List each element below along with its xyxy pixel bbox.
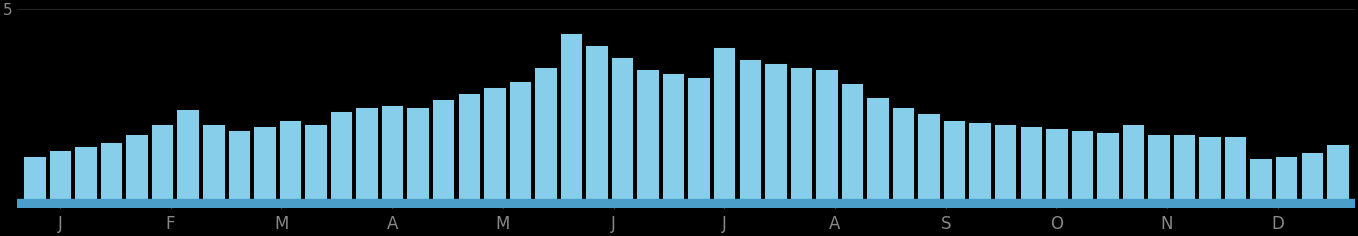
Bar bbox=[1122, 124, 1145, 208]
Bar bbox=[228, 131, 250, 208]
Bar bbox=[23, 156, 46, 208]
Bar bbox=[765, 63, 786, 208]
Bar bbox=[75, 146, 96, 208]
Bar bbox=[202, 124, 224, 208]
Bar bbox=[815, 69, 838, 208]
Bar bbox=[866, 97, 888, 208]
Bar bbox=[1070, 131, 1093, 208]
Bar bbox=[789, 67, 812, 208]
Bar bbox=[432, 99, 455, 208]
Bar bbox=[1148, 135, 1169, 208]
Bar bbox=[1275, 156, 1297, 208]
Bar bbox=[1301, 152, 1323, 208]
Bar bbox=[330, 110, 352, 208]
Bar bbox=[151, 124, 174, 208]
Bar bbox=[968, 122, 991, 208]
Bar bbox=[713, 47, 736, 208]
Bar bbox=[1096, 132, 1119, 208]
Bar bbox=[661, 73, 684, 208]
Bar bbox=[942, 121, 966, 208]
Bar bbox=[304, 124, 327, 208]
Bar bbox=[1173, 135, 1195, 208]
Bar bbox=[918, 113, 940, 208]
Bar bbox=[253, 126, 276, 208]
Bar bbox=[611, 57, 633, 208]
Bar bbox=[380, 105, 403, 208]
Bar bbox=[892, 106, 914, 208]
Bar bbox=[1020, 126, 1042, 208]
Bar bbox=[841, 83, 864, 208]
Bar bbox=[1046, 128, 1067, 208]
Bar bbox=[559, 33, 583, 208]
Bar bbox=[49, 150, 71, 208]
Bar bbox=[406, 106, 429, 208]
Bar bbox=[100, 143, 122, 208]
Bar bbox=[739, 59, 760, 208]
Bar bbox=[509, 81, 531, 208]
Bar bbox=[585, 45, 608, 208]
Bar bbox=[1327, 144, 1348, 208]
Bar bbox=[458, 93, 479, 208]
Bar bbox=[687, 77, 710, 208]
Bar bbox=[16, 199, 1355, 208]
Bar bbox=[1224, 136, 1247, 208]
Bar bbox=[356, 106, 378, 208]
Bar bbox=[177, 109, 200, 208]
Bar bbox=[534, 67, 557, 208]
Bar bbox=[637, 69, 659, 208]
Bar bbox=[1198, 136, 1221, 208]
Bar bbox=[994, 124, 1017, 208]
Bar bbox=[483, 87, 505, 208]
Bar bbox=[1249, 158, 1272, 208]
Bar bbox=[278, 121, 301, 208]
Bar bbox=[125, 135, 148, 208]
